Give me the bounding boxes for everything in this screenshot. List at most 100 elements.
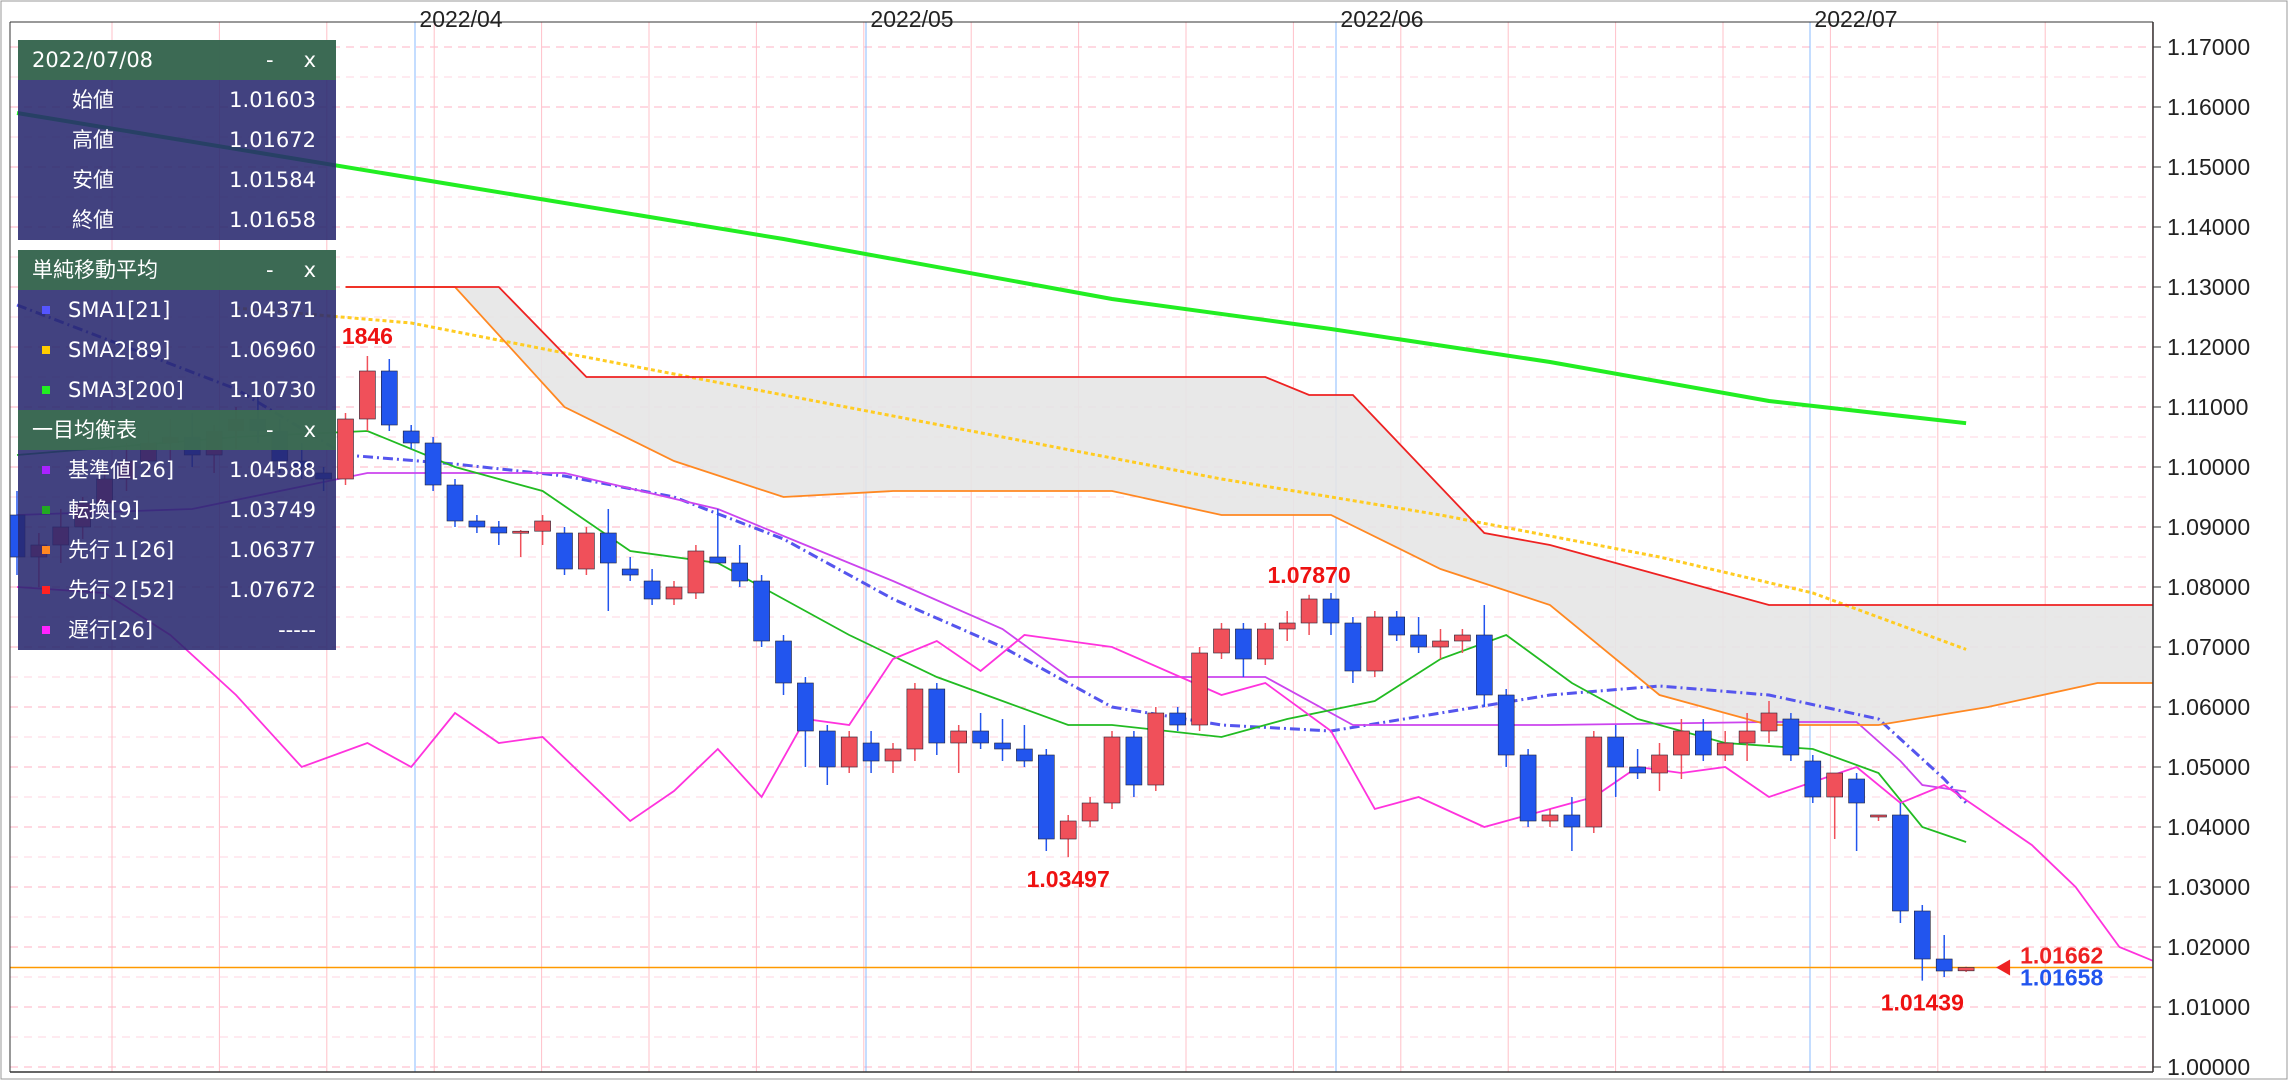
candle-body (906, 688, 924, 750)
kijun-label: 基準値[26] (68, 458, 175, 482)
candle-body (1235, 628, 1252, 660)
candle-body (578, 532, 595, 570)
candle-body (1169, 712, 1186, 726)
candle-body (621, 568, 639, 576)
candle-body (556, 532, 573, 570)
sma1-value: 1.04371 (229, 298, 316, 322)
candle-body (1497, 694, 1515, 756)
ichimoku-panel-title: 一目均衡表 (32, 418, 137, 442)
high-value: 1.01672 (229, 128, 316, 152)
candle-body (818, 730, 836, 768)
senkou2-swatch (42, 586, 50, 594)
ohlc-row-open: 始値 1.01603 (18, 80, 336, 120)
low-value: 1.01584 (229, 168, 316, 192)
series-line (16, 303, 1968, 805)
series-line (345, 286, 2153, 726)
open-value: 1.01603 (229, 88, 316, 112)
candle-body (468, 520, 486, 528)
candle-body (1519, 754, 1537, 822)
candle-body (1191, 652, 1208, 726)
candle-body (884, 748, 902, 762)
sma2-value: 1.06960 (229, 338, 316, 362)
candle-body (1607, 736, 1624, 768)
tenkan-value: 1.03749 (229, 498, 316, 522)
candle-body (1651, 754, 1668, 774)
candle-body (1038, 754, 1055, 840)
plot-layer (10, 22, 2153, 1072)
candle-body (687, 550, 705, 594)
kijun-value: 1.04588 (229, 458, 316, 482)
senkou1-swatch (42, 546, 50, 554)
candle-body (1629, 766, 1646, 774)
candle-body (599, 532, 617, 564)
sma2-swatch (42, 346, 50, 354)
ichimoku-row: 先行１[26] 1.06377 (18, 530, 336, 570)
y-tick-label: 1.11000 (2167, 394, 2248, 420)
candle-body (1410, 634, 1427, 648)
sma1-label: SMA1[21] (68, 298, 171, 322)
close-button[interactable]: x (303, 258, 316, 282)
close-label: 終値 (72, 208, 114, 232)
candle-body (1081, 802, 1099, 822)
price-annotation: 1.01439 (1881, 990, 1964, 1016)
y-tick-label: 1.05000 (2167, 754, 2250, 780)
tenkan-swatch (42, 506, 50, 514)
sma3-value: 1.10730 (229, 378, 316, 402)
sma-panel: 単純移動平均 - x SMA1[21] 1.04371 SMA2[89] 1.0696… (18, 250, 336, 410)
minimize-button[interactable]: - (265, 258, 274, 282)
x-tick-label: 2022/06 (1340, 6, 1423, 32)
candle-body (1957, 967, 1975, 972)
series-line (235, 306, 1967, 651)
y-tick-label: 1.01000 (2167, 994, 2250, 1020)
chikou-label: 遅行[26] (68, 618, 154, 642)
series-line (345, 286, 2153, 606)
y-tick-label: 1.12000 (2167, 334, 2250, 360)
senkou1-value: 1.06377 (229, 538, 316, 562)
y-tick-label: 1.02000 (2167, 934, 2250, 960)
ichimoku-row: 遅行[26] ----- (18, 610, 336, 650)
kijun-swatch (42, 466, 50, 474)
candle-body (1432, 640, 1449, 648)
ohlc-date: 2022/07/08 (32, 48, 154, 72)
x-tick-label: 2022/07 (1814, 6, 1897, 32)
sma-panel-title: 単純移動平均 (32, 258, 158, 282)
ohlc-row-close: 終値 1.01658 (18, 200, 336, 240)
candle-body (1257, 628, 1274, 660)
ohlc-panel: 2022/07/08 - x 始値 1.01603 高値 1.01672 安値 1.01… (18, 40, 336, 240)
price-annotation: 1.03497 (1027, 866, 1110, 892)
ichimoku-panel: 一目均衡表 - x 基準値[26] 1.04588 転換[9] 1.03749 先行１… (18, 410, 336, 650)
y-tick-label: 1.13000 (2167, 274, 2250, 300)
minimize-button[interactable]: - (265, 48, 274, 72)
last-price-label: 1.01662 (2020, 943, 2103, 969)
close-button[interactable]: x (303, 418, 316, 442)
candle-body (446, 484, 464, 522)
ohlc-row-high: 高値 1.01672 (18, 120, 336, 160)
close-button[interactable]: x (303, 48, 316, 72)
candle-body (402, 430, 420, 444)
candle-body (1826, 772, 1843, 798)
price-annotation: 1846 (342, 323, 393, 349)
candle-body (1454, 634, 1471, 642)
candle-body (1914, 910, 1931, 960)
candle-body (1760, 712, 1778, 732)
candle-body (775, 640, 792, 684)
ohlc-row-low: 安値 1.01584 (18, 160, 336, 200)
price-annotation: 1.07870 (1268, 562, 1351, 588)
sma-row: SMA1[21] 1.04371 (18, 290, 336, 330)
candle-body (337, 418, 354, 480)
minimize-button[interactable]: - (265, 418, 274, 442)
last-price-label: 1.01658 (2020, 965, 2103, 991)
candle-body (1322, 598, 1340, 624)
tenkan-label: 転換[9] (68, 498, 140, 522)
candle-body (490, 526, 508, 534)
high-label: 高値 (72, 128, 114, 152)
candle-body (1695, 730, 1712, 756)
y-tick-label: 1.07000 (2167, 634, 2250, 660)
series-line (16, 586, 2153, 962)
candle-body (950, 730, 968, 744)
candle-body (1016, 748, 1033, 762)
candle-body (1892, 814, 1909, 912)
low-label: 安値 (72, 168, 114, 192)
